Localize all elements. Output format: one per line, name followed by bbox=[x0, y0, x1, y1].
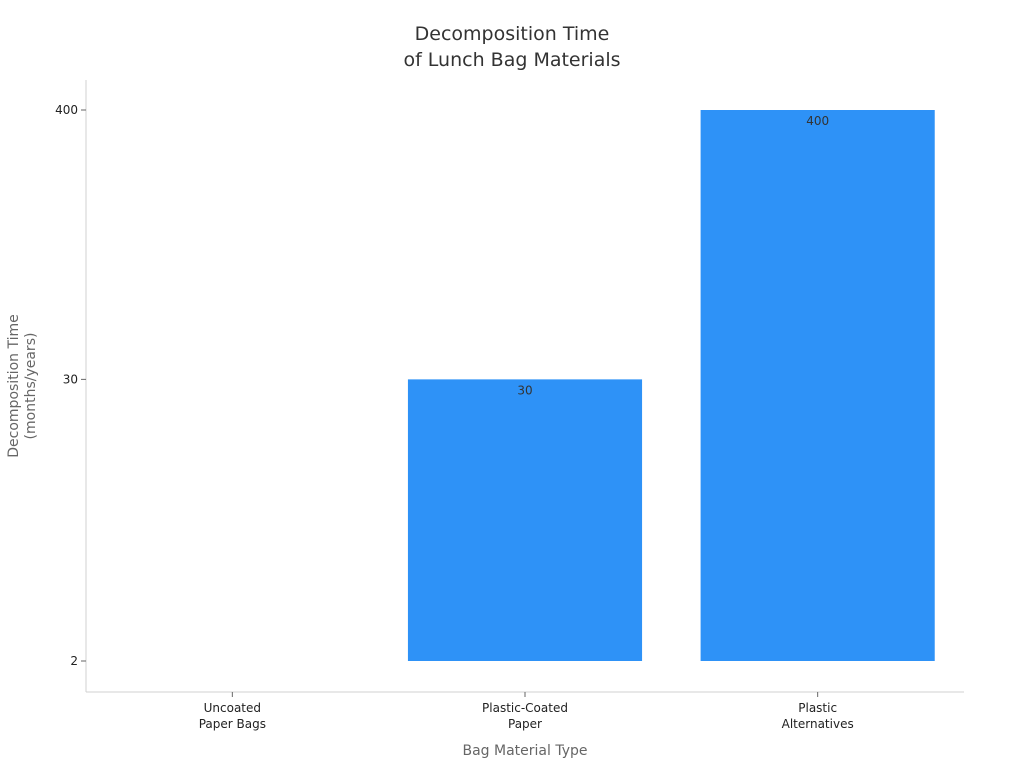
bar-value-label: 30 bbox=[517, 383, 532, 397]
ticks-group: 2 30 400 Uncoated Paper Bags Plastic-Coated Pa… bbox=[55, 103, 854, 731]
x-tick-label: Alternatives bbox=[782, 717, 854, 731]
y-tick-label: 30 bbox=[63, 372, 78, 386]
x-axis-label: Bag Material Type bbox=[462, 743, 587, 759]
bars-group: 30 400 bbox=[407, 110, 935, 661]
x-tick-label: Plastic-Coated bbox=[482, 701, 568, 715]
x-tick-label: Plastic bbox=[798, 701, 837, 715]
y-axis-label-line-2: (months/years) bbox=[23, 333, 39, 440]
y-tick-label: 400 bbox=[55, 103, 78, 117]
y-tick-label: 2 bbox=[70, 654, 78, 668]
chart-title-line-1: Decomposition Time bbox=[415, 23, 610, 45]
y-axis-label-line-1: Decomposition Time bbox=[6, 314, 22, 457]
bar-value-label: 400 bbox=[806, 114, 829, 128]
x-tick-label: Paper Bags bbox=[199, 717, 266, 731]
x-tick-label: Paper bbox=[508, 717, 542, 731]
bar bbox=[407, 379, 643, 661]
bar bbox=[700, 110, 935, 661]
chart-title-line-2: of Lunch Bag Materials bbox=[403, 49, 620, 71]
x-tick-label: Uncoated bbox=[204, 701, 261, 715]
